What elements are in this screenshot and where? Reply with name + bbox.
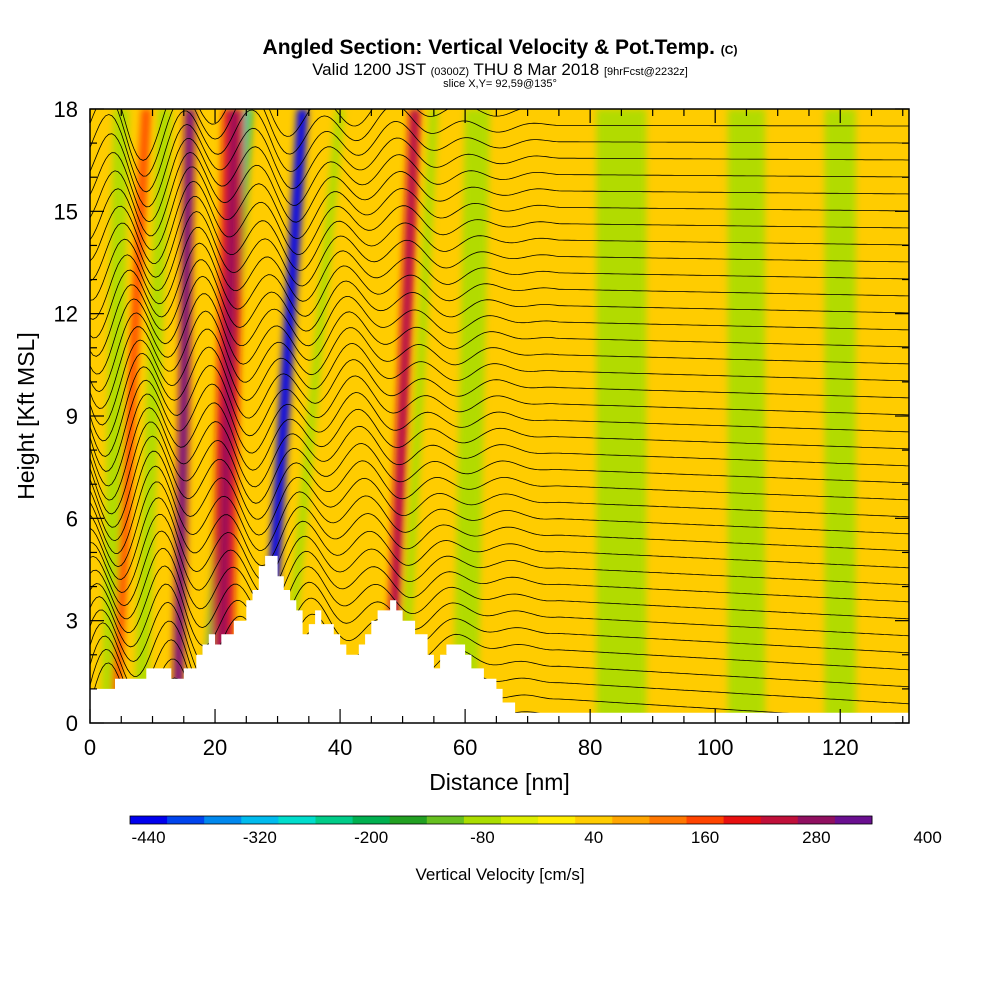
theta-contour <box>90 393 909 487</box>
slice-label: slice X,Y= 92,59@135° <box>443 78 557 90</box>
theta-contour <box>90 109 909 177</box>
theta-contour <box>90 365 909 457</box>
colorbar-swatch <box>426 816 465 824</box>
x-tick-label: 100 <box>697 735 734 760</box>
theta-contour <box>90 310 909 409</box>
theta-contour <box>90 211 909 301</box>
colorbar-frame <box>129 815 873 825</box>
theta-contour <box>90 293 909 393</box>
velocity-band <box>110 109 151 723</box>
colorbar-tick-label: -440 <box>132 828 166 847</box>
x-tick-label: 20 <box>203 735 227 760</box>
velocity-band-core <box>216 109 239 723</box>
colorbar-swatch <box>501 816 539 824</box>
y-tick-label: 12 <box>54 302 78 327</box>
colorbar-label: Vertical Velocity [cm/s] <box>415 865 584 884</box>
x-axis-label: Distance [nm] <box>429 769 570 795</box>
x-tick-label: 40 <box>328 735 352 760</box>
theta-contour <box>90 465 909 554</box>
x-tick-label: 80 <box>578 735 602 760</box>
x-axis: 0 20 40 60 80 100 120 <box>84 109 904 760</box>
colorbar-swatch <box>686 816 725 824</box>
x-tick-label: 0 <box>84 735 96 760</box>
y-axis: 0 3 6 9 12 15 18 <box>54 97 909 736</box>
colorbar-tick-label: -200 <box>354 828 388 847</box>
theta-contour <box>90 226 909 320</box>
theta-contour <box>121 109 909 161</box>
theta-contour <box>90 151 909 237</box>
colorbar-swatch <box>389 816 428 824</box>
colorbar-swatch <box>649 816 687 824</box>
theta-contour <box>90 180 909 264</box>
y-tick-label: 6 <box>66 506 78 531</box>
theta-contour <box>90 513 909 596</box>
colorbar-swatch <box>204 816 242 824</box>
velocity-band <box>452 109 491 723</box>
theta-contour <box>90 565 909 647</box>
theta-contour <box>90 421 909 515</box>
theta-contour <box>90 123 909 208</box>
velocity-band <box>824 109 856 723</box>
colorbar-swatch <box>352 816 391 824</box>
theta-contour <box>90 275 909 375</box>
theta-contour <box>90 328 909 426</box>
terrain <box>90 555 909 723</box>
y-tick-label: 15 <box>54 199 78 224</box>
colorbar-tick-label: 280 <box>802 828 830 847</box>
velocity-band <box>727 109 766 723</box>
colorbar-swatch <box>612 816 650 824</box>
theta-contour <box>90 242 909 339</box>
colorbar: -440 -320 -200 -80 40 160 280 400 Vertical Veloc… <box>129 815 942 884</box>
theta-contour <box>90 530 909 610</box>
theta-contour <box>90 109 909 193</box>
velocity-band <box>100 109 130 723</box>
colorbar-swatch <box>167 816 205 824</box>
theta-contour <box>90 435 909 528</box>
y-tick-label: 3 <box>66 609 78 634</box>
x-tick-label: 60 <box>453 735 477 760</box>
theta-contour <box>90 166 909 251</box>
chart-title: Angled Section: Vertical Velocity & Pot.… <box>262 36 738 59</box>
colorbar-swatch <box>575 816 613 824</box>
colorbar-swatch <box>760 816 799 824</box>
plot-area <box>90 109 909 723</box>
y-tick-label: 0 <box>66 711 78 736</box>
colorbar-swatch <box>278 816 316 824</box>
theta-contour <box>90 259 909 357</box>
colorbar-tick-label: 40 <box>584 828 603 847</box>
colorbar-swatch <box>130 816 168 824</box>
theta-contour <box>90 379 909 472</box>
theta-contour <box>90 407 909 501</box>
colorbar-tick-label: 400 <box>913 828 941 847</box>
colorbar-tick-label: 160 <box>691 828 719 847</box>
x-tick-label: 120 <box>822 735 859 760</box>
colorbar-swatch <box>315 816 354 824</box>
y-axis-label: Height [Kft MSL] <box>13 332 39 499</box>
y-tick-label: 9 <box>66 404 78 429</box>
y-tick-label: 18 <box>54 97 78 122</box>
theta-contour <box>90 346 909 442</box>
theta-contour <box>90 450 909 542</box>
velocity-band-core <box>387 109 418 723</box>
colorbar-tick-label: -80 <box>470 828 495 847</box>
colorbar-swatch <box>797 816 836 824</box>
colorbar-swatch <box>538 816 576 824</box>
colorbar-swatch <box>834 816 873 824</box>
colorbar-swatch <box>723 816 762 824</box>
theta-contour <box>90 138 909 223</box>
theta-contour <box>90 547 909 629</box>
velocity-band-core <box>174 109 193 723</box>
theta-contour <box>90 481 909 568</box>
colorbar-swatch <box>241 816 279 824</box>
theta-contour <box>90 497 909 581</box>
colorbar-tick-label: -320 <box>243 828 277 847</box>
theta-contour <box>90 583 909 665</box>
chart-subtitle: Valid 1200 JST (0300Z) THU 8 Mar 2018 [9… <box>312 60 688 79</box>
colorbar-swatch <box>463 816 502 824</box>
theta-contour <box>90 195 909 282</box>
velocity-band <box>596 109 647 723</box>
